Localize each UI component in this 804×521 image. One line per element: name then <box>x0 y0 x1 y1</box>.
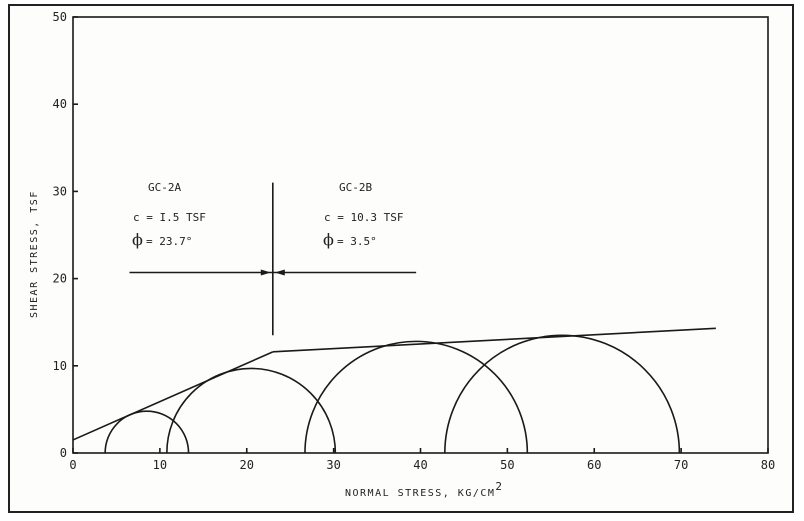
y-axis-title: SHEAR STRESS, TSF <box>29 190 40 318</box>
x-axis-title-superscript: 2 <box>495 480 503 493</box>
failure-envelope-line <box>72 351 274 441</box>
y-tick-label: 20 <box>53 272 67 286</box>
axes <box>72 16 769 454</box>
mohr-circle <box>444 334 681 454</box>
y-tick-label: 30 <box>53 184 67 198</box>
mohr-circle <box>104 410 190 454</box>
phi-symbol-left: ϕ <box>132 230 143 249</box>
x-tick-label: 70 <box>674 458 688 472</box>
tick-labels: 0 10 20 30 40 50 60 70 80 0 10 20 30 40 50 <box>53 10 776 472</box>
arrow-right-icon <box>260 269 271 276</box>
y-tick-label: 10 <box>53 359 67 373</box>
mohr-circle <box>304 340 529 454</box>
x-tick-label: 20 <box>240 458 254 472</box>
arrow-left-icon <box>274 269 285 276</box>
label-gc2b-friction: = 3.5° <box>337 235 377 248</box>
y-tick-label: 0 <box>60 446 67 460</box>
label-gc2b: GC-2B <box>339 181 372 194</box>
x-tick-label: 60 <box>587 458 601 472</box>
mohr-circles <box>104 334 681 454</box>
x-tick-label: 50 <box>500 458 514 472</box>
x-tick-label: 0 <box>69 458 76 472</box>
x-axis-title-text: NORMAL STRESS, KG/CM <box>345 488 495 499</box>
y-tick-label: 40 <box>53 97 67 111</box>
x-axis-title: NORMAL STRESS, KG/CM2 <box>345 480 504 499</box>
chart-frame <box>8 4 794 513</box>
label-gc2b-cohesion: c = 10.3 TSF <box>324 211 403 224</box>
x-tick-label: 10 <box>153 458 167 472</box>
phi-symbol-right: ϕ <box>323 230 334 249</box>
label-gc2a-friction: = 23.7° <box>146 235 192 248</box>
failure-envelope-line <box>272 327 716 353</box>
label-gc2a: GC-2A <box>148 181 181 194</box>
failure-envelopes <box>72 327 716 441</box>
mohr-circle <box>166 367 337 454</box>
x-tick-label: 40 <box>413 458 427 472</box>
y-tick-label: 50 <box>53 10 67 24</box>
label-gc2a-cohesion: c = I.5 TSF <box>133 211 206 224</box>
annotations: GC-2A c = I.5 TSF ϕ = 23.7° GC-2B c = 10… <box>129 181 417 336</box>
x-tick-label: 80 <box>761 458 775 472</box>
x-tick-label: 30 <box>326 458 340 472</box>
